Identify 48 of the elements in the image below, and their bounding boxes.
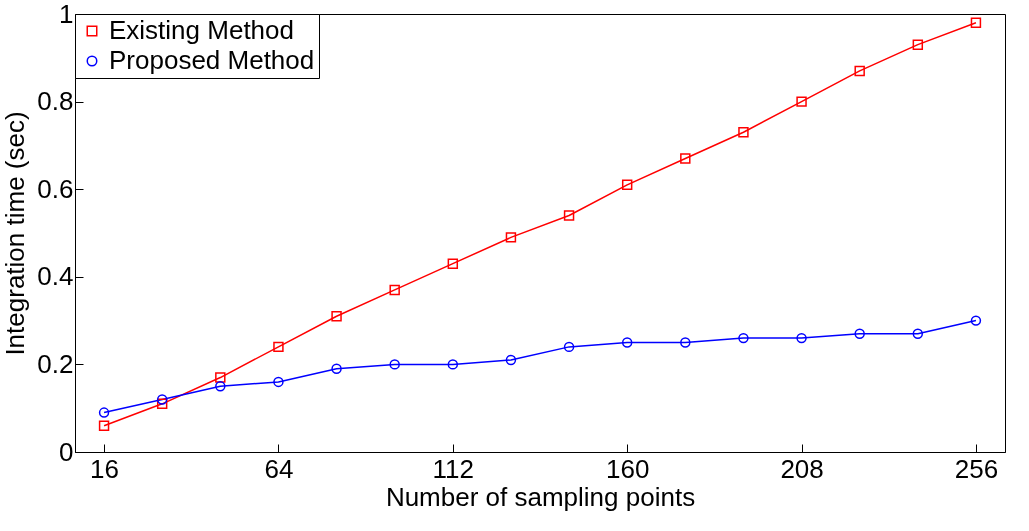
- y-tick-label: 0.2: [37, 348, 74, 379]
- point: [156, 398, 168, 410]
- y-tick-label: 0.4: [37, 261, 74, 292]
- y-tick-label: 0: [59, 436, 74, 467]
- point: [621, 337, 633, 348]
- point: [970, 315, 982, 326]
- point: [680, 337, 691, 348]
- point: [389, 359, 400, 370]
- point: [621, 179, 633, 191]
- legend-label: Proposed Method: [109, 45, 315, 75]
- point: [98, 420, 110, 431]
- x-tick-label: 256: [954, 453, 999, 484]
- point: [505, 354, 517, 366]
- point: [98, 407, 110, 418]
- legend-label: Existing Method: [109, 15, 294, 45]
- point: [738, 127, 749, 138]
- point: [447, 359, 459, 370]
- x-tick-label: 16: [90, 453, 120, 484]
- point: [447, 258, 459, 269]
- x-tick-label: 64: [264, 453, 294, 484]
- point: [796, 96, 807, 107]
- point: [796, 332, 807, 344]
- point: [970, 17, 982, 28]
- point: [389, 284, 400, 296]
- point: [215, 381, 226, 392]
- point: [273, 376, 284, 388]
- x-tick-label: 208: [780, 453, 824, 484]
- point: [563, 341, 575, 353]
- y-axis-title: Integration time (sec): [0, 111, 31, 356]
- y-tick-label: 0.6: [37, 173, 74, 204]
- point: [912, 39, 924, 50]
- x-tick-label: 160: [605, 453, 650, 484]
- point: [331, 311, 342, 322]
- point: [912, 328, 924, 339]
- y-tick-label: 1: [59, 0, 74, 29]
- point: [738, 332, 749, 344]
- point: [331, 363, 342, 374]
- point: [563, 210, 575, 221]
- point: [156, 394, 168, 405]
- x-axis-title: Number of sampling points: [385, 481, 696, 512]
- x-tick-label: 112: [432, 453, 475, 484]
- point: [215, 372, 226, 383]
- y-tick-label: 0.8: [37, 86, 74, 117]
- point: [680, 153, 691, 164]
- point: [854, 328, 865, 339]
- point: [273, 341, 284, 353]
- point: [854, 65, 865, 77]
- point: [505, 232, 517, 243]
